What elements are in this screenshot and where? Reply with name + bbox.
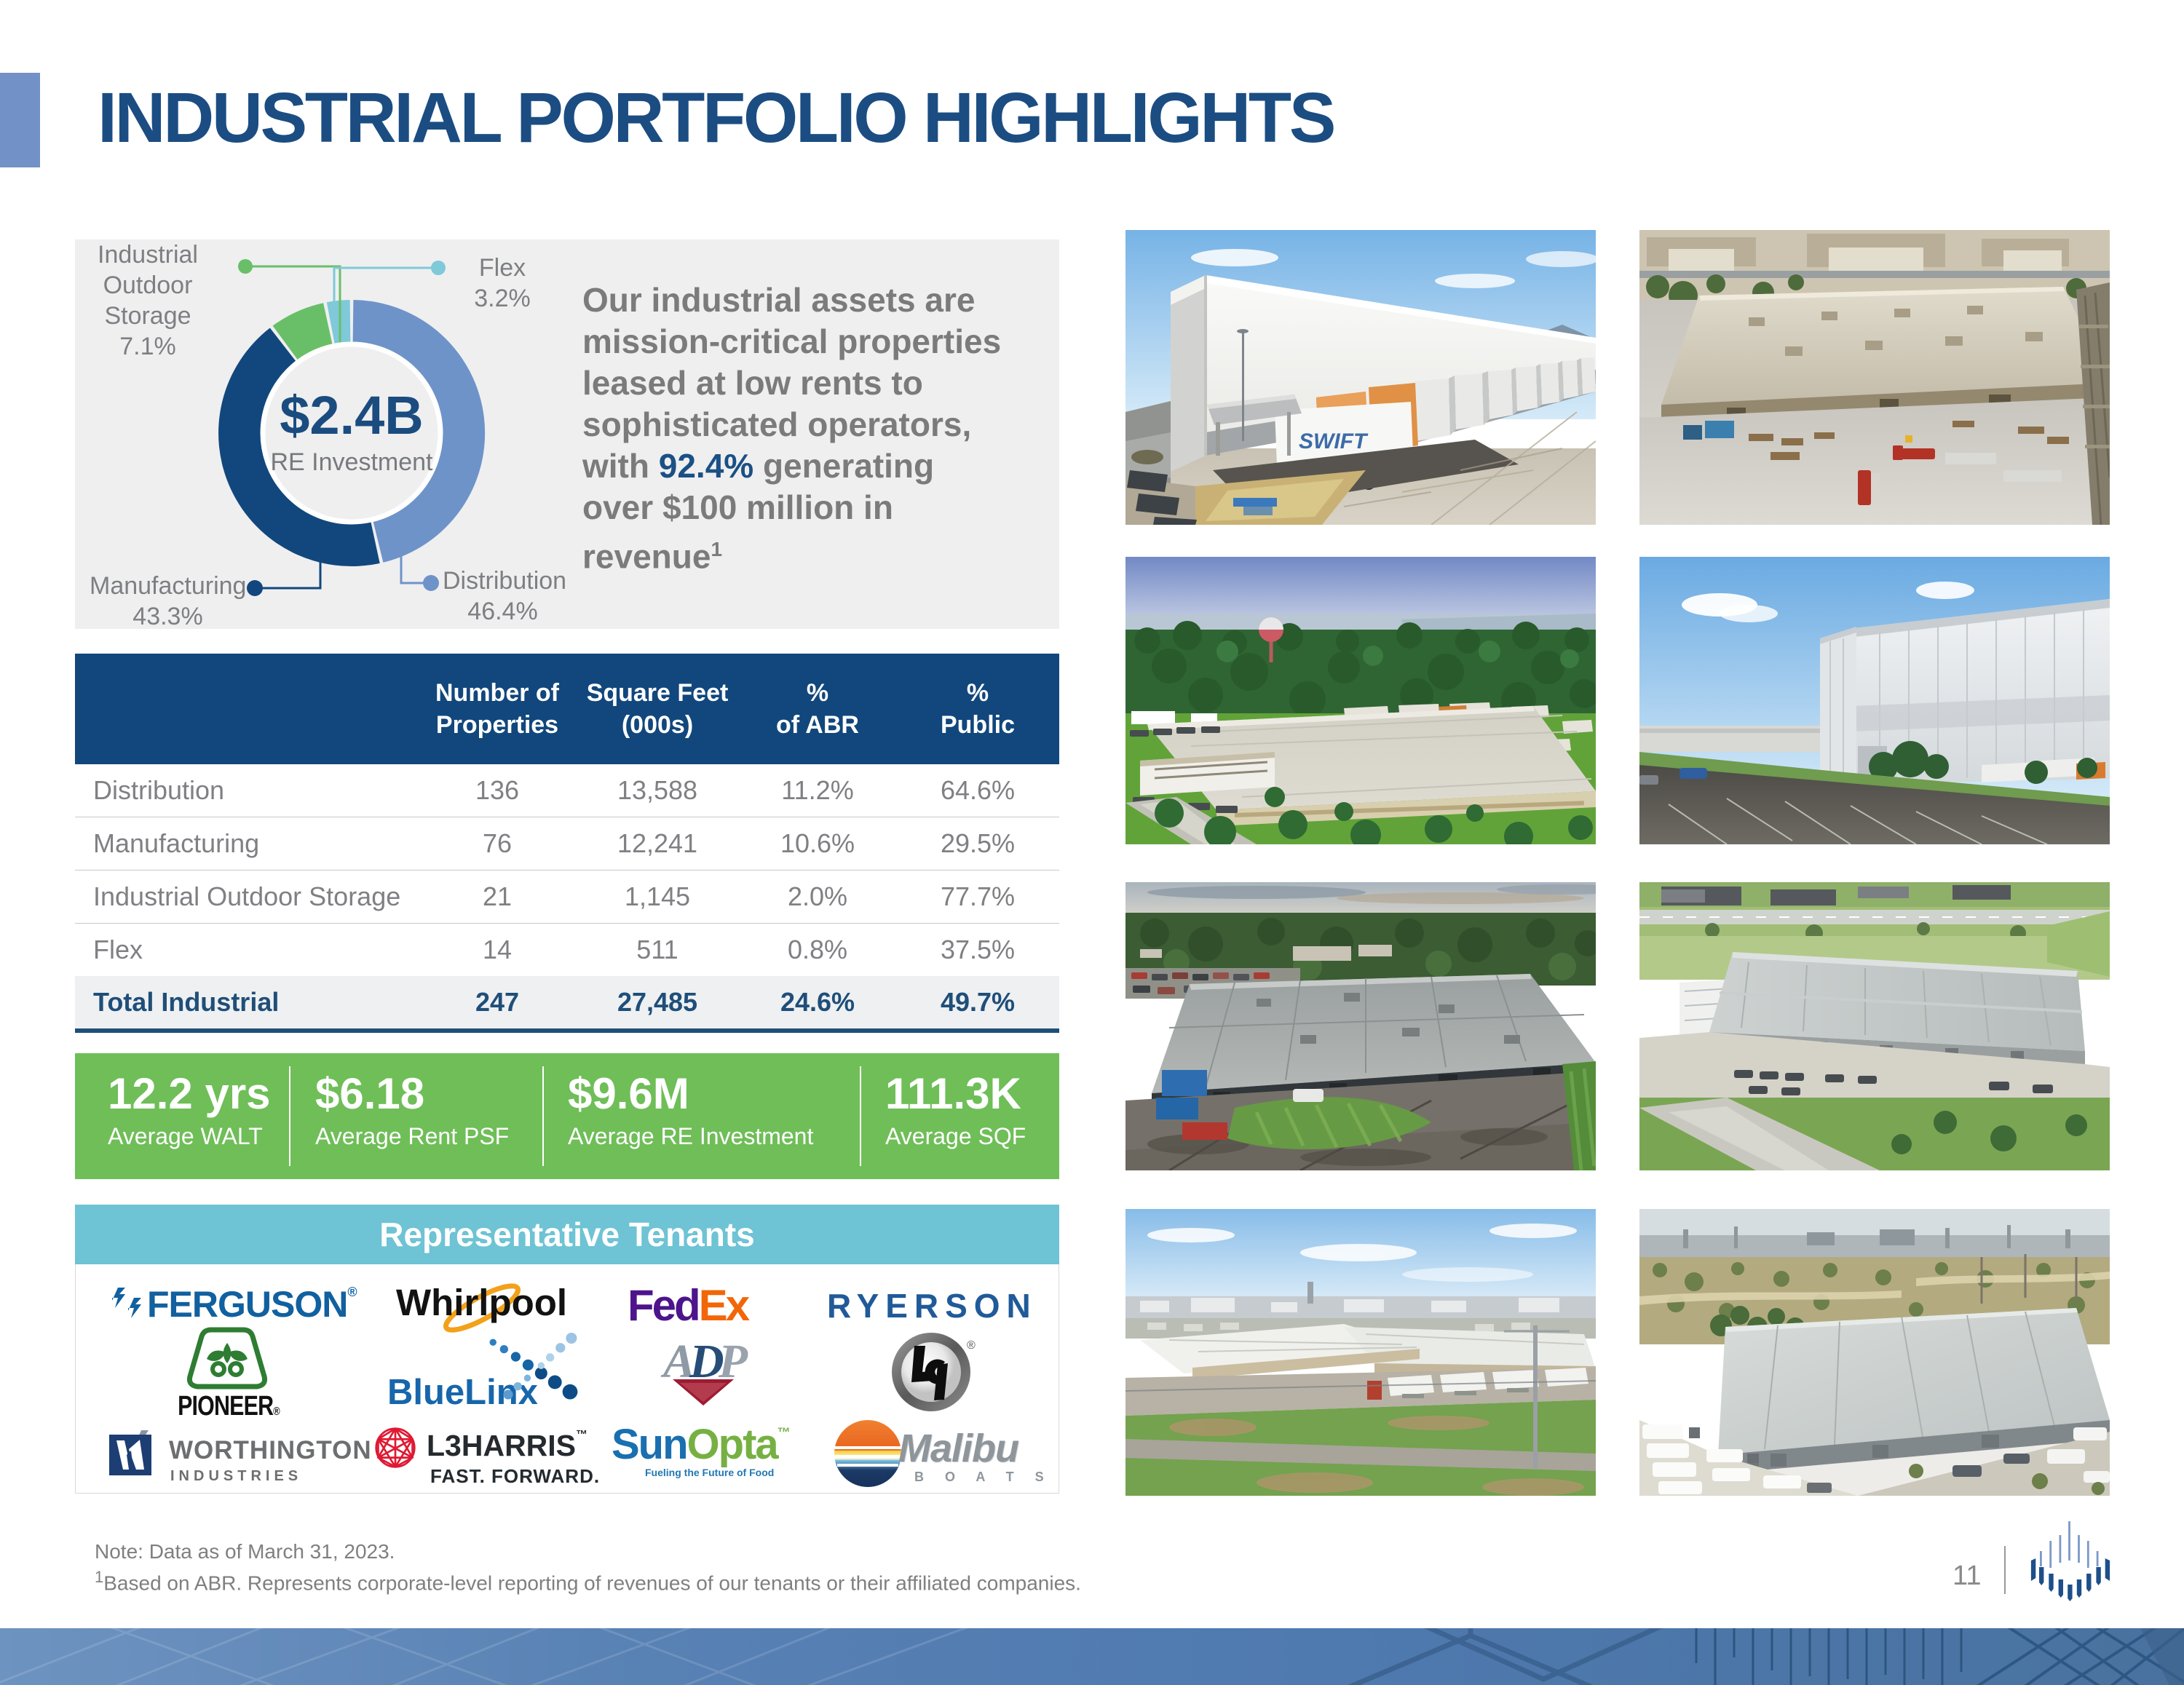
svg-text:SWIFT: SWIFT (1299, 429, 1369, 453)
svg-text:Whirlpool: Whirlpool (396, 1282, 567, 1323)
svg-text:®: ® (967, 1339, 976, 1352)
